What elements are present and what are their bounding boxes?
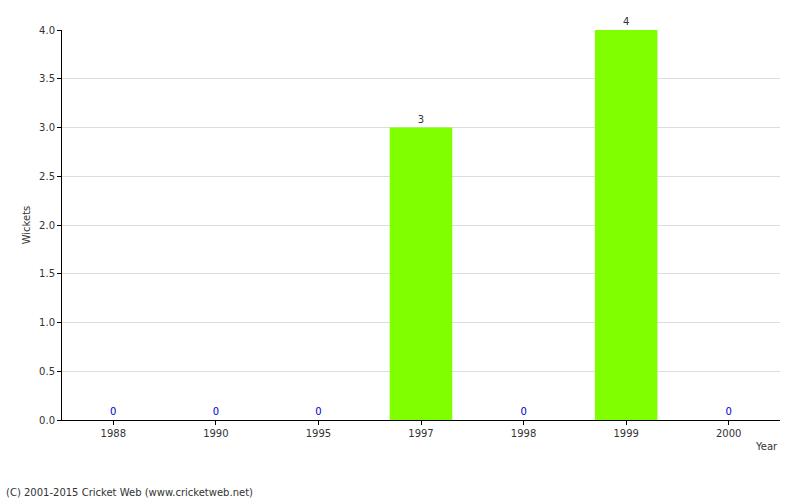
svg-text:1.5: 1.5 <box>39 268 55 279</box>
svg-text:0: 0 <box>213 406 219 417</box>
svg-text:3: 3 <box>418 114 424 125</box>
svg-text:1990: 1990 <box>203 428 228 439</box>
svg-text:(C) 2001-2015 Cricket Web (www: (C) 2001-2015 Cricket Web (www.cricketwe… <box>6 487 253 498</box>
svg-text:1998: 1998 <box>511 428 536 439</box>
svg-text:3.5: 3.5 <box>39 73 55 84</box>
svg-text:0.0: 0.0 <box>39 415 55 426</box>
svg-text:2000: 2000 <box>716 428 741 439</box>
svg-text:1.0: 1.0 <box>39 317 55 328</box>
svg-text:4.0: 4.0 <box>39 25 55 36</box>
svg-text:0.5: 0.5 <box>39 366 55 377</box>
svg-text:2.0: 2.0 <box>39 220 55 231</box>
svg-text:4: 4 <box>623 16 629 27</box>
svg-text:3.0: 3.0 <box>39 122 55 133</box>
svg-text:0: 0 <box>110 406 116 417</box>
svg-text:Year: Year <box>755 441 778 452</box>
svg-text:0: 0 <box>315 406 321 417</box>
svg-text:0: 0 <box>520 406 526 417</box>
svg-text:1999: 1999 <box>613 428 638 439</box>
svg-text:Wickets: Wickets <box>21 206 32 245</box>
svg-text:2.5: 2.5 <box>39 171 55 182</box>
svg-text:1995: 1995 <box>306 428 331 439</box>
svg-text:1988: 1988 <box>101 428 126 439</box>
svg-text:0: 0 <box>726 406 732 417</box>
svg-text:1997: 1997 <box>408 428 433 439</box>
